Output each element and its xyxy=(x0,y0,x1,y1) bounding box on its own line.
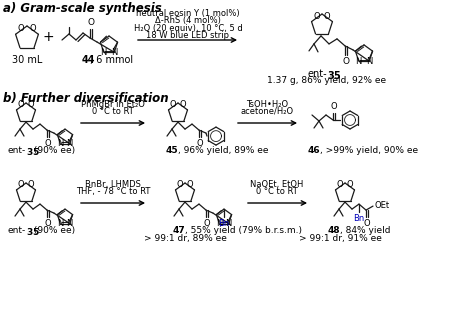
Text: , 96% yield, 89% ee: , 96% yield, 89% ee xyxy=(178,146,268,155)
Text: ent-: ent- xyxy=(8,226,26,235)
Text: $\mathbf{35}$: $\mathbf{35}$ xyxy=(26,146,40,157)
Text: O: O xyxy=(197,139,203,148)
Text: N: N xyxy=(57,219,64,228)
Text: a) Gram-scale synthesis: a) Gram-scale synthesis xyxy=(3,2,162,15)
Text: NaOEt, EtOH: NaOEt, EtOH xyxy=(250,180,304,189)
Text: N: N xyxy=(66,219,73,228)
Text: 0 °C to RT: 0 °C to RT xyxy=(92,107,134,116)
Text: $\mathbf{35}$: $\mathbf{35}$ xyxy=(327,69,342,81)
Text: 46: 46 xyxy=(307,146,320,155)
Text: O: O xyxy=(88,18,94,27)
Text: N: N xyxy=(100,48,107,57)
Text: O: O xyxy=(337,180,344,189)
Text: ent-: ent- xyxy=(8,146,26,155)
Text: acetone/H₂O: acetone/H₂O xyxy=(240,107,293,116)
Text: , >99% yield, 90% ee: , >99% yield, 90% ee xyxy=(320,146,418,155)
Text: $\mathbf{35}$: $\mathbf{35}$ xyxy=(26,226,40,237)
Text: O: O xyxy=(27,180,34,189)
Text: 44: 44 xyxy=(82,55,95,65)
Text: O: O xyxy=(364,219,370,228)
Text: O: O xyxy=(180,101,186,110)
Text: O: O xyxy=(343,57,349,66)
Text: (90% ee): (90% ee) xyxy=(31,146,75,155)
Text: 47: 47 xyxy=(172,226,185,235)
Text: , 55% yield (79% b.r.s.m.): , 55% yield (79% b.r.s.m.) xyxy=(185,226,302,235)
Text: TsOH•H₂O: TsOH•H₂O xyxy=(246,100,288,109)
Text: Δ-RhS (4 mol%): Δ-RhS (4 mol%) xyxy=(155,16,221,25)
Text: BnBr, LHMDS: BnBr, LHMDS xyxy=(85,180,141,189)
Text: +: + xyxy=(42,30,54,44)
Text: N: N xyxy=(66,139,73,148)
Text: O: O xyxy=(45,219,51,228)
Text: Bn: Bn xyxy=(219,219,229,228)
Text: neutral eosin Y (1 mol%): neutral eosin Y (1 mol%) xyxy=(136,9,240,18)
Text: PhMgBr in Et₂O: PhMgBr in Et₂O xyxy=(81,100,145,109)
Text: , 84% yield: , 84% yield xyxy=(340,226,391,235)
Text: N: N xyxy=(111,48,118,57)
Text: , 6 mmol: , 6 mmol xyxy=(90,55,133,65)
Text: N: N xyxy=(216,219,222,228)
Text: O: O xyxy=(18,24,25,33)
Text: H₂O (20 equiv), 10 °C, 5 d: H₂O (20 equiv), 10 °C, 5 d xyxy=(134,24,242,33)
Text: ent-: ent- xyxy=(307,69,327,79)
Text: O: O xyxy=(45,139,51,148)
Text: THF, - 78 °C to RT: THF, - 78 °C to RT xyxy=(76,187,150,196)
Text: 18 W blue LED strip: 18 W blue LED strip xyxy=(146,31,229,40)
Text: N: N xyxy=(226,219,232,228)
Text: 45: 45 xyxy=(165,146,178,155)
Text: O: O xyxy=(186,180,193,189)
Text: O: O xyxy=(324,12,330,21)
Text: O: O xyxy=(331,102,337,111)
Text: 1.37 g, 86% yield, 92% ee: 1.37 g, 86% yield, 92% ee xyxy=(267,76,387,85)
Text: O: O xyxy=(18,101,25,110)
Text: O: O xyxy=(177,180,183,189)
Text: 48: 48 xyxy=(328,226,340,235)
Text: b) Further diversification: b) Further diversification xyxy=(3,92,169,105)
Text: 30 mL: 30 mL xyxy=(12,55,42,65)
Text: N: N xyxy=(57,139,64,148)
Text: N: N xyxy=(366,57,373,66)
Text: N: N xyxy=(356,57,362,66)
Text: > 99:1 dr, 89% ee: > 99:1 dr, 89% ee xyxy=(144,234,227,243)
Text: OEt: OEt xyxy=(375,200,390,209)
Text: O: O xyxy=(204,219,210,228)
Text: 0 °C to RT: 0 °C to RT xyxy=(256,187,298,196)
Text: O: O xyxy=(313,12,320,21)
Text: O: O xyxy=(18,180,25,189)
Text: (90% ee): (90% ee) xyxy=(31,226,75,235)
Text: O: O xyxy=(29,24,36,33)
Text: O: O xyxy=(170,101,176,110)
Text: Bn: Bn xyxy=(354,214,365,223)
Text: O: O xyxy=(346,180,353,189)
Text: > 99:1 dr, 91% ee: > 99:1 dr, 91% ee xyxy=(299,234,382,243)
Text: O: O xyxy=(27,101,34,110)
